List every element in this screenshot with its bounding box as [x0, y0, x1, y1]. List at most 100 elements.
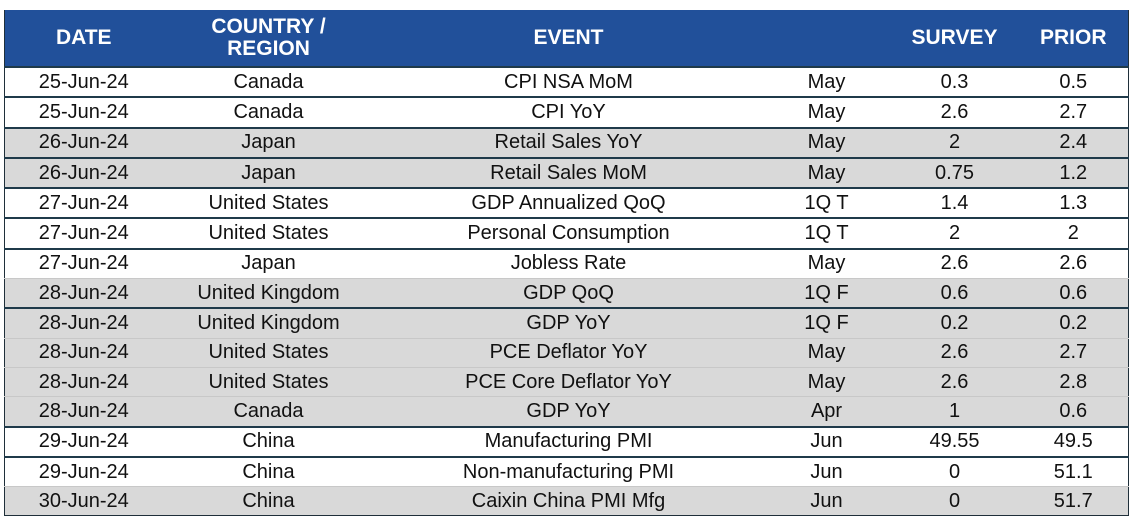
cell-period: Jun — [762, 486, 891, 516]
cell-date: 28-Jun-24 — [4, 307, 163, 339]
cell-prior: 2 — [1018, 217, 1129, 249]
cell-country: Japan — [162, 126, 375, 158]
cell-survey: 2 — [890, 126, 1019, 158]
table-row: 28-Jun-24 Canada GDP YoY Apr 1 0.6 — [4, 396, 1129, 427]
cell-period: Jun — [762, 455, 891, 487]
cell-event: Retail Sales YoY — [374, 126, 763, 158]
cell-country: United Kingdom — [162, 307, 375, 339]
cell-period: May — [762, 247, 891, 279]
cell-period: 1Q F — [762, 307, 891, 339]
table-row: 27-Jun-24 United States Personal Consump… — [4, 217, 1129, 249]
cell-event: Non-manufacturing PMI — [374, 455, 763, 487]
cell-survey: 2.6 — [890, 337, 1019, 368]
table-row: 27-Jun-24 United States GDP Annualized Q… — [4, 187, 1129, 219]
cell-country: China — [162, 455, 375, 487]
cell-prior: 0.5 — [1018, 65, 1129, 98]
header-date: DATE — [4, 10, 163, 67]
table-row: 28-Jun-24 United Kingdom GDP YoY 1Q F 0.… — [4, 307, 1129, 339]
cell-event: CPI NSA MoM — [374, 65, 763, 98]
economic-calendar-table: DATE COUNTRY / REGION EVENT SURVEY PRIOR… — [4, 10, 1129, 516]
cell-period: Jun — [762, 425, 891, 457]
cell-date: 27-Jun-24 — [4, 187, 163, 219]
table-row: 29-Jun-24 China Manufacturing PMI Jun 49… — [4, 425, 1129, 457]
cell-survey: 2 — [890, 217, 1019, 249]
cell-date: 25-Jun-24 — [4, 65, 163, 98]
cell-date: 26-Jun-24 — [4, 126, 163, 158]
cell-prior: 1.2 — [1018, 156, 1129, 189]
table-row: 25-Jun-24 Canada CPI YoY May 2.6 2.7 — [4, 96, 1129, 128]
cell-survey: 0.3 — [890, 65, 1019, 98]
cell-country: Canada — [162, 96, 375, 128]
cell-event: GDP QoQ — [374, 278, 763, 309]
cell-prior: 2.7 — [1018, 96, 1129, 128]
cell-survey: 49.55 — [890, 425, 1019, 457]
cell-country: Canada — [162, 65, 375, 98]
table-row: 26-Jun-24 Japan Retail Sales MoM May 0.7… — [4, 156, 1129, 189]
cell-period: May — [762, 156, 891, 189]
cell-country: China — [162, 486, 375, 516]
table-row: 27-Jun-24 Japan Jobless Rate May 2.6 2.6 — [4, 247, 1129, 279]
cell-country: United States — [162, 187, 375, 219]
cell-date: 29-Jun-24 — [4, 425, 163, 457]
cell-prior: 1.3 — [1018, 187, 1129, 219]
cell-survey: 0 — [890, 455, 1019, 487]
cell-event: PCE Core Deflator YoY — [374, 366, 763, 397]
table-row: 25-Jun-24 Canada CPI NSA MoM May 0.3 0.5 — [4, 65, 1129, 98]
cell-survey: 0.75 — [890, 156, 1019, 189]
header-survey: SURVEY — [890, 10, 1019, 67]
cell-date: 29-Jun-24 — [4, 455, 163, 487]
cell-event: PCE Deflator YoY — [374, 337, 763, 368]
cell-date: 26-Jun-24 — [4, 156, 163, 189]
cell-date: 30-Jun-24 — [4, 486, 163, 516]
cell-period: Apr — [762, 396, 891, 427]
cell-period: 1Q T — [762, 187, 891, 219]
cell-period: May — [762, 65, 891, 98]
cell-prior: 0.6 — [1018, 396, 1129, 427]
cell-prior: 51.1 — [1018, 455, 1129, 487]
cell-date: 28-Jun-24 — [4, 337, 163, 368]
header-period — [762, 10, 891, 67]
cell-survey: 2.6 — [890, 366, 1019, 397]
cell-event: Manufacturing PMI — [374, 425, 763, 457]
table-row: 28-Jun-24 United States PCE Core Deflato… — [4, 366, 1129, 397]
cell-prior: 0.2 — [1018, 307, 1129, 339]
cell-country: United Kingdom — [162, 278, 375, 309]
cell-prior: 2.6 — [1018, 247, 1129, 279]
cell-date: 27-Jun-24 — [4, 217, 163, 249]
cell-country: United States — [162, 337, 375, 368]
header-prior: PRIOR — [1018, 10, 1129, 67]
cell-event: GDP YoY — [374, 396, 763, 427]
cell-date: 28-Jun-24 — [4, 278, 163, 309]
header-row: DATE COUNTRY / REGION EVENT SURVEY PRIOR — [4, 10, 1129, 67]
cell-country: Japan — [162, 247, 375, 279]
cell-country: United States — [162, 217, 375, 249]
cell-event: Caixin China PMI Mfg — [374, 486, 763, 516]
table-row: 26-Jun-24 Japan Retail Sales YoY May 2 2… — [4, 126, 1129, 158]
cell-prior: 2.4 — [1018, 126, 1129, 158]
cell-prior: 0.6 — [1018, 278, 1129, 309]
cell-event: Personal Consumption — [374, 217, 763, 249]
table-row: 28-Jun-24 United Kingdom GDP QoQ 1Q F 0.… — [4, 278, 1129, 309]
header-event: EVENT — [374, 10, 763, 67]
cell-event: Retail Sales MoM — [374, 156, 763, 189]
cell-survey: 0 — [890, 486, 1019, 516]
table-row: 29-Jun-24 China Non-manufacturing PMI Ju… — [4, 455, 1129, 487]
cell-date: 28-Jun-24 — [4, 366, 163, 397]
cell-survey: 2.6 — [890, 96, 1019, 128]
cell-period: 1Q T — [762, 217, 891, 249]
cell-date: 25-Jun-24 — [4, 96, 163, 128]
cell-period: May — [762, 126, 891, 158]
cell-survey: 0.6 — [890, 278, 1019, 309]
cell-event: CPI YoY — [374, 96, 763, 128]
table-row: 30-Jun-24 China Caixin China PMI Mfg Jun… — [4, 486, 1129, 516]
cell-period: May — [762, 366, 891, 397]
cell-event: GDP Annualized QoQ — [374, 187, 763, 219]
cell-survey: 2.6 — [890, 247, 1019, 279]
table-row: 28-Jun-24 United States PCE Deflator YoY… — [4, 337, 1129, 368]
cell-event: GDP YoY — [374, 307, 763, 339]
cell-country: Canada — [162, 396, 375, 427]
cell-period: May — [762, 96, 891, 128]
cell-prior: 2.8 — [1018, 366, 1129, 397]
cell-date: 28-Jun-24 — [4, 396, 163, 427]
cell-period: May — [762, 337, 891, 368]
